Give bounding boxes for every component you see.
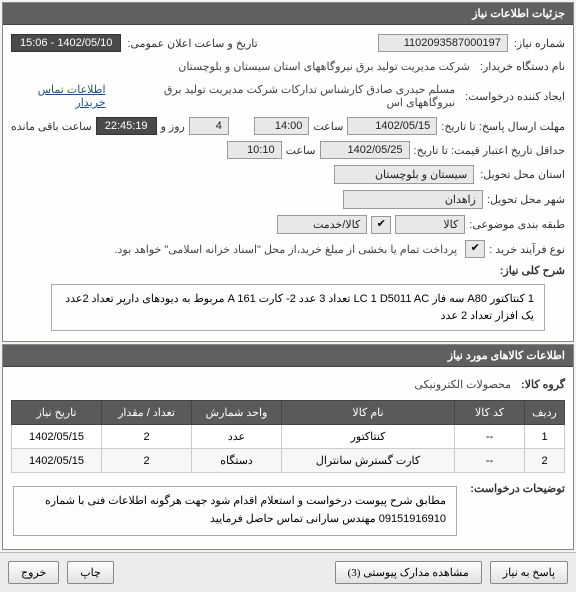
cell: 2 <box>102 425 192 449</box>
label-deadline: مهلت ارسال پاسخ: تا تاریخ: <box>441 120 565 133</box>
panel-body-1: شماره نیاز: 1102093587000197 تاریخ و ساع… <box>3 25 573 341</box>
cell: 2 <box>525 449 565 473</box>
cell: کارت گسترش سانترال <box>282 449 455 473</box>
label-process: نوع فرآیند خرید : <box>489 243 565 256</box>
label-announce: تاریخ و ساعت اعلان عمومی: <box>127 37 257 50</box>
col-2: نام کالا <box>282 401 455 425</box>
col-5: تاریخ نیاز <box>12 401 102 425</box>
row-req-number: شماره نیاز: 1102093587000197 تاریخ و ساع… <box>11 31 565 55</box>
field-service: کالا/خدمت <box>277 215 367 234</box>
field-validity-date: 1402/05/25 <box>320 141 410 159</box>
cell: -- <box>455 425 525 449</box>
row-budget: طبقه بندی موضوعی: کالا ✔ کالا/خدمت <box>11 212 565 237</box>
tick-box-2: ✔ <box>465 240 485 258</box>
field-group: محصولات الکترونیکی <box>410 376 515 393</box>
cell: 1402/05/15 <box>12 449 102 473</box>
row-notes: توضیحات درخواست: مطابق شرح پیوست درخواست… <box>11 479 565 543</box>
cell: دستگاه <box>192 449 282 473</box>
col-4: تعداد / مقدار <box>102 401 192 425</box>
details-panel: جزئیات اطلاعات نیاز شماره نیاز: 11020935… <box>2 2 574 342</box>
field-buyer: شرکت مدیریت تولید برق نیروگاههای استان س… <box>174 58 474 75</box>
field-req-num: 1102093587000197 <box>378 34 508 52</box>
label-validity: حداقل تاریخ اعتبار قیمت: تا تاریخ: <box>414 144 565 157</box>
col-0: ردیف <box>525 401 565 425</box>
field-countdown: 22:45:19 <box>96 117 157 135</box>
attachments-button[interactable]: مشاهده مدارک پیوستی (3) <box>335 561 482 584</box>
field-province: سیستان و بلوچستان <box>334 165 474 184</box>
footer-buttons: پاسخ به نیاز مشاهده مدارک پیوستی (3) چاپ… <box>0 552 576 592</box>
row-province: استان محل تحویل: سیستان و بلوچستان <box>11 162 565 187</box>
label-remain: ساعت باقی مانده <box>11 120 92 133</box>
desc-box: 1 کنتاکتور A80 سه فاز LC 1 D5011 AC تعدا… <box>51 284 545 331</box>
label-time-1: ساعت <box>313 120 343 133</box>
row-city: شهر محل تحویل: زاهدان <box>11 187 565 212</box>
label-desc: شرح کلی نیاز: <box>500 264 565 277</box>
row-desc: شرح کلی نیاز: <box>11 261 565 280</box>
field-validity-time: 10:10 <box>227 141 282 159</box>
goods-panel: اطلاعات کالاهای مورد نیاز گروه کالا: محص… <box>2 344 574 550</box>
process-text: پرداخت تمام یا بخشی از مبلغ خرید،از محل … <box>110 241 461 258</box>
col-3: واحد شمارش <box>192 401 282 425</box>
panel-body-2: گروه کالا: محصولات الکترونیکی ردیف کد کا… <box>3 367 573 549</box>
cell: کنتاکتور <box>282 425 455 449</box>
field-announce: 1402/05/10 - 15:06 <box>11 34 121 52</box>
label-province: استان محل تحویل: <box>480 168 565 181</box>
row-process: نوع فرآیند خرید : ✔ پرداخت تمام یا بخشی … <box>11 237 565 261</box>
cell: 1 <box>525 425 565 449</box>
exit-button[interactable]: خروج <box>8 561 59 584</box>
row-validity: حداقل تاریخ اعتبار قیمت: تا تاریخ: 1402/… <box>11 138 565 162</box>
field-budget: کالا <box>395 215 465 234</box>
goods-thead: ردیف کد کالا نام کالا واحد شمارش تعداد /… <box>12 401 565 425</box>
field-deadline-date: 1402/05/15 <box>347 117 437 135</box>
label-req-num: شماره نیاز: <box>514 37 565 50</box>
label-creator: ایجاد کننده درخواست: <box>465 90 565 103</box>
cell: عدد <box>192 425 282 449</box>
label-days-and: روز و <box>161 120 185 133</box>
field-days: 4 <box>189 117 229 135</box>
label-budget: طبقه بندی موضوعی: <box>469 218 565 231</box>
label-buyer: نام دستگاه خریدار: <box>480 60 565 73</box>
panel-header-2: اطلاعات کالاهای مورد نیاز <box>3 345 573 367</box>
col-1: کد کالا <box>455 401 525 425</box>
goods-tbody: 1 -- کنتاکتور عدد 2 1402/05/15 2 -- کارت… <box>12 425 565 473</box>
print-button[interactable]: چاپ <box>67 561 114 584</box>
goods-table: ردیف کد کالا نام کالا واحد شمارش تعداد /… <box>11 400 565 473</box>
row-deadline: مهلت ارسال پاسخ: تا تاریخ: 1402/05/15 سا… <box>11 114 565 138</box>
label-notes: توضیحات درخواست: <box>465 482 565 495</box>
label-city: شهر محل تحویل: <box>487 193 565 206</box>
cell: 1402/05/15 <box>12 425 102 449</box>
row-group: گروه کالا: محصولات الکترونیکی <box>11 373 565 396</box>
contact-link[interactable]: اطلاعات تماس خریدار <box>11 83 106 109</box>
row-buyer: نام دستگاه خریدار: شرکت مدیریت تولید برق… <box>11 55 565 78</box>
row-creator: ایجاد کننده درخواست: مسلم حیدری صادق کار… <box>11 78 565 114</box>
notes-box: مطابق شرح پیوست درخواست و استعلام اقدام … <box>13 486 457 536</box>
field-creator: مسلم حیدری صادق کارشناس تدارکات شرکت مدی… <box>112 81 460 111</box>
table-row[interactable]: 1 -- کنتاکتور عدد 2 1402/05/15 <box>12 425 565 449</box>
cell: -- <box>455 449 525 473</box>
table-row[interactable]: 2 -- کارت گسترش سانترال دستگاه 2 1402/05… <box>12 449 565 473</box>
reply-button[interactable]: پاسخ به نیاز <box>490 561 568 584</box>
cell: 2 <box>102 449 192 473</box>
panel-header-1: جزئیات اطلاعات نیاز <box>3 3 573 25</box>
label-time-2: ساعت <box>286 144 316 157</box>
field-city: زاهدان <box>343 190 483 209</box>
label-group: گروه کالا: <box>521 378 565 391</box>
field-deadline-time: 14:00 <box>254 117 309 135</box>
tick-box-1: ✔ <box>371 216 391 234</box>
